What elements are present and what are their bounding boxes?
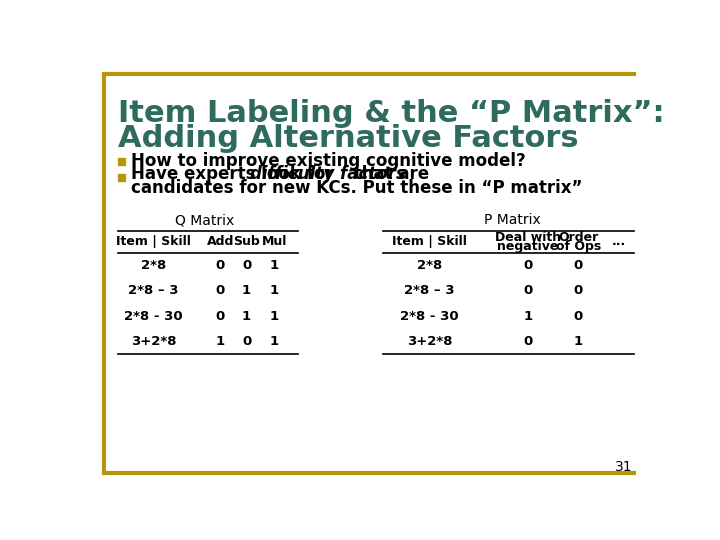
- Text: 1: 1: [242, 310, 251, 323]
- Text: How to improve existing cognitive model?: How to improve existing cognitive model?: [131, 152, 526, 170]
- Text: that are: that are: [348, 165, 429, 183]
- Text: Have experts look for: Have experts look for: [131, 165, 339, 183]
- Text: 1: 1: [574, 335, 582, 348]
- Text: Add: Add: [207, 235, 234, 248]
- Text: 1: 1: [215, 335, 225, 348]
- Text: 0: 0: [242, 259, 251, 272]
- Text: 2*8 – 3: 2*8 – 3: [404, 284, 455, 298]
- Text: 0: 0: [574, 310, 583, 323]
- Text: ...: ...: [611, 235, 626, 248]
- Text: 0: 0: [523, 259, 533, 272]
- Text: 1: 1: [270, 335, 279, 348]
- Text: 2*8: 2*8: [417, 259, 442, 272]
- FancyBboxPatch shape: [118, 174, 125, 181]
- Text: 0: 0: [215, 259, 225, 272]
- Text: 0: 0: [574, 259, 583, 272]
- Text: Order: Order: [558, 231, 598, 244]
- Text: 2*8 - 30: 2*8 - 30: [125, 310, 183, 323]
- Text: 0: 0: [574, 284, 583, 298]
- Text: 1: 1: [523, 310, 532, 323]
- Text: 1: 1: [270, 259, 279, 272]
- Text: Deal with: Deal with: [495, 231, 561, 244]
- Text: 1: 1: [242, 284, 251, 298]
- Text: 1: 1: [270, 284, 279, 298]
- Text: 2*8 - 30: 2*8 - 30: [400, 310, 459, 323]
- Text: candidates for new KCs. Put these in “P matrix”: candidates for new KCs. Put these in “P …: [131, 179, 582, 197]
- FancyBboxPatch shape: [118, 158, 125, 165]
- Text: 0: 0: [215, 310, 225, 323]
- Text: Q Matrix: Q Matrix: [175, 213, 234, 227]
- Text: 3+2*8: 3+2*8: [407, 335, 452, 348]
- Text: P Matrix: P Matrix: [484, 213, 541, 227]
- Text: Adding Alternative Factors: Adding Alternative Factors: [118, 124, 579, 153]
- Text: 1: 1: [270, 310, 279, 323]
- Text: 0: 0: [242, 335, 251, 348]
- Text: 0: 0: [523, 284, 533, 298]
- Text: Sub: Sub: [233, 235, 260, 248]
- Text: difficulty factors: difficulty factors: [251, 165, 406, 183]
- Text: of Ops: of Ops: [556, 240, 601, 253]
- Text: negative: negative: [498, 240, 559, 253]
- Text: Item | Skill: Item | Skill: [116, 235, 191, 248]
- Text: 2*8: 2*8: [141, 259, 166, 272]
- Text: 2*8 – 3: 2*8 – 3: [128, 284, 179, 298]
- Text: 3+2*8: 3+2*8: [131, 335, 176, 348]
- Text: 31: 31: [615, 460, 632, 474]
- Text: Mul: Mul: [262, 235, 287, 248]
- Text: Item Labeling & the “P Matrix”:: Item Labeling & the “P Matrix”:: [118, 99, 665, 129]
- Text: 0: 0: [523, 335, 533, 348]
- Text: 0: 0: [215, 284, 225, 298]
- Text: Item | Skill: Item | Skill: [392, 235, 467, 248]
